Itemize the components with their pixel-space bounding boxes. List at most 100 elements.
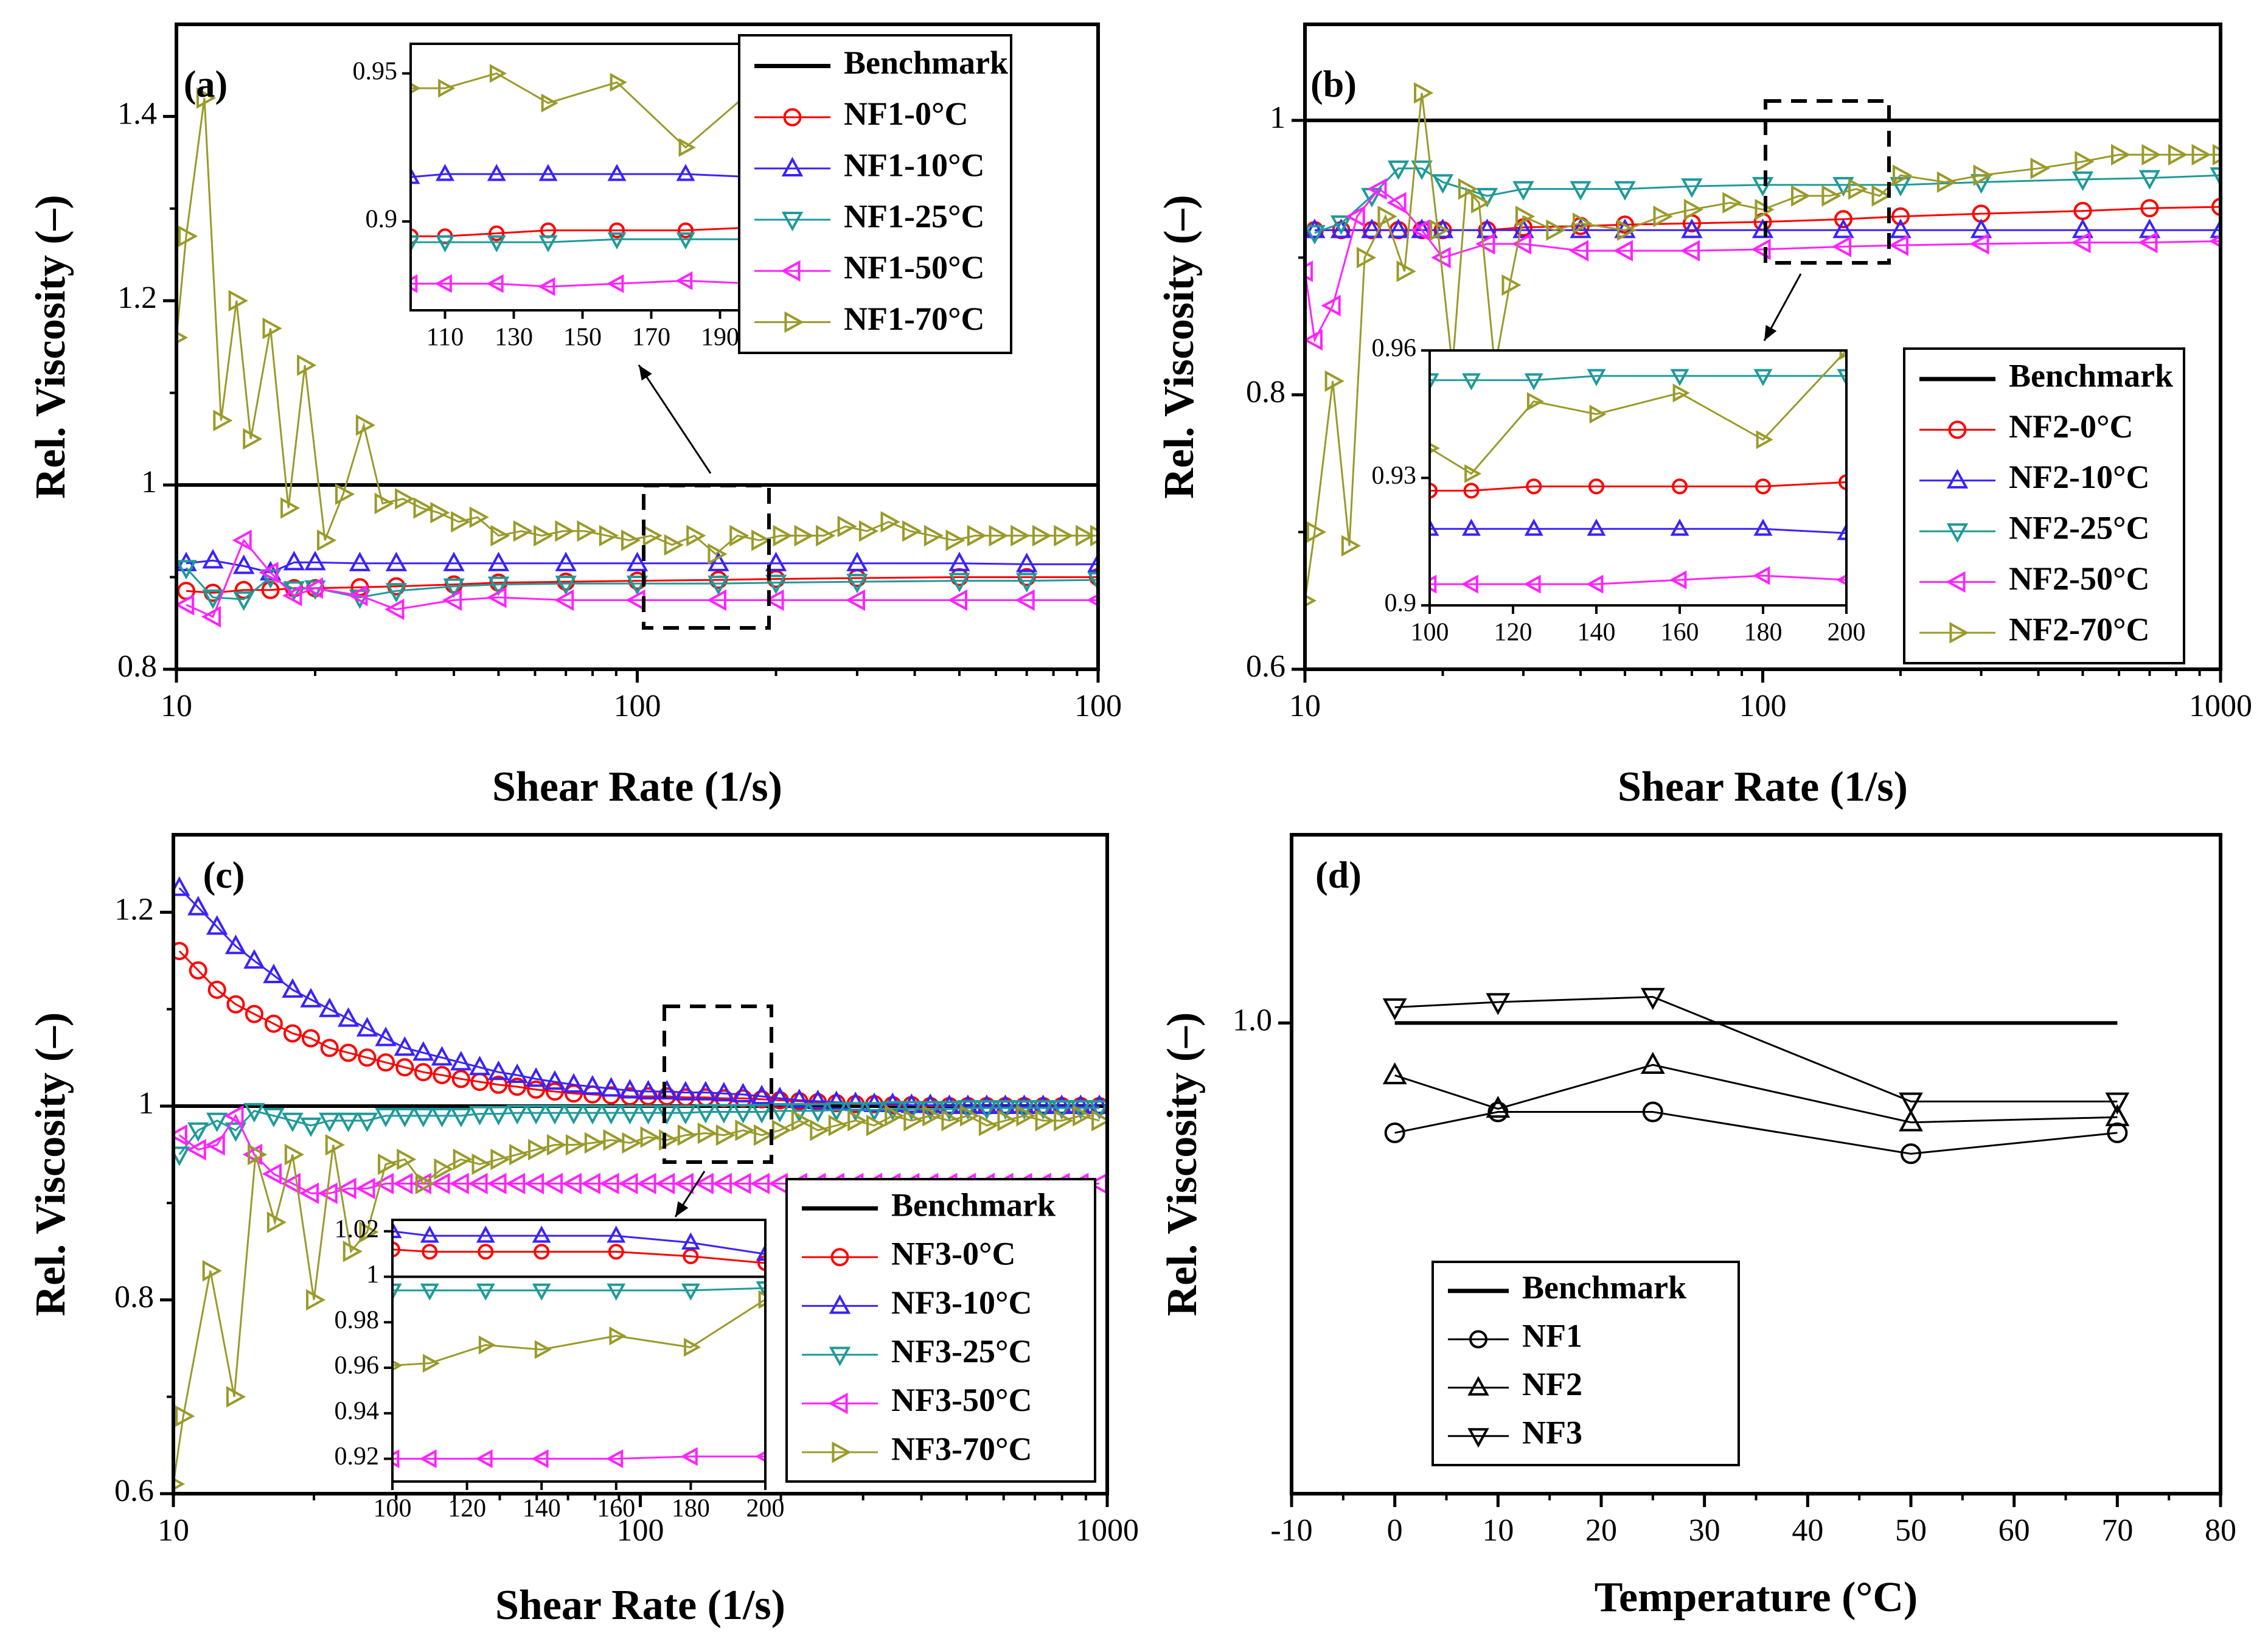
data-point (262, 1163, 282, 1185)
data-point (1382, 998, 1407, 1021)
data-point (618, 1172, 638, 1195)
data-point (1753, 566, 1770, 585)
zoom-region-box (1764, 99, 1891, 265)
inset-x-tick-label: 200 (1828, 619, 1866, 647)
data-point (201, 606, 221, 628)
legend-entry-label: NF1 (1522, 1318, 1582, 1354)
x-tick-label: 100 (1074, 689, 1122, 723)
data-point (2105, 1092, 2130, 1115)
data-point (1016, 1105, 1036, 1127)
y-tick-label: 1 (138, 1086, 154, 1121)
series-markers-50°C (392, 1447, 765, 1469)
legend-entry-label: NF2 (1522, 1366, 1582, 1402)
data-point (1054, 1110, 1074, 1132)
data-point (412, 1041, 434, 1061)
data-point (1892, 164, 1913, 186)
data-point (489, 1075, 508, 1094)
x-axis-title: Shear Rate (1/s) (495, 1582, 785, 1629)
x-tick-label: 100 (617, 1513, 664, 1548)
series-line-NF3-25°C (178, 1107, 1100, 1155)
data-point (284, 1143, 305, 1166)
data-point (2210, 218, 2221, 239)
data-point (392, 1283, 402, 1301)
y-axis-title: Rel. Viscosity (–) (27, 1012, 74, 1317)
panel-label: (c) (203, 855, 245, 896)
data-point (358, 1048, 377, 1067)
data-point (764, 589, 784, 611)
legend-swatch-marker (781, 212, 804, 232)
y-tick-label: 0.8 (117, 649, 157, 684)
legend-entry-label: NF1-10°C (844, 147, 985, 183)
y-tick-label: 1 (141, 465, 157, 500)
data-point (319, 1112, 341, 1132)
data-point (339, 1043, 358, 1062)
data-point (261, 580, 280, 599)
data-point (263, 963, 285, 983)
data-point (175, 1405, 195, 1427)
legend-entry-label: Benchmark (1522, 1269, 1686, 1306)
data-point (538, 164, 558, 181)
data-point (282, 1112, 304, 1132)
data-point (173, 1124, 187, 1146)
data-point (1013, 1094, 1035, 1114)
inset-x-tick-label: 140 (523, 1495, 561, 1523)
data-point (1501, 274, 1522, 296)
data-point (636, 1172, 656, 1195)
data-point (234, 580, 253, 599)
inset-x-tick-label: 160 (1661, 619, 1699, 647)
data-point (531, 1449, 549, 1469)
legend-entry-label: NF2-25°C (2009, 510, 2150, 546)
data-point (1305, 225, 1326, 245)
data-point (1888, 234, 1909, 256)
data-point (450, 1051, 472, 1071)
data-point (304, 551, 326, 571)
data-point (683, 1248, 699, 1264)
data-point (1088, 1100, 1107, 1120)
legend-entry-label: Benchmark (891, 1186, 1056, 1223)
data-point (509, 1143, 529, 1166)
x-tick-label: 100 (1739, 689, 1787, 723)
legend-swatch-marker (781, 260, 801, 282)
data-point (607, 232, 627, 250)
inset-y-tick-label: 0.98 (335, 1306, 380, 1334)
data-point (1091, 1110, 1107, 1132)
inset-y-tick-label: 0.96 (1372, 335, 1417, 363)
data-point (659, 1129, 679, 1151)
data-point (538, 277, 555, 296)
data-point (430, 1172, 450, 1195)
data-point (178, 225, 198, 247)
legend-entry-label: NF1-50°C (844, 249, 985, 286)
panel-label: (b) (1310, 64, 1357, 105)
data-point (1387, 160, 1410, 180)
data-point (384, 598, 405, 621)
data-point (600, 1105, 622, 1125)
inset-x-tick-label: 100 (374, 1495, 412, 1523)
data-point (1512, 218, 1534, 239)
data-point (684, 1337, 701, 1357)
inset-background (392, 1220, 765, 1482)
series-markers-NF3-25°C (173, 1100, 1107, 1166)
data-point (1367, 178, 1387, 200)
data-point (555, 576, 577, 596)
series-line-NF2-50°C (1305, 187, 2221, 343)
data-point (413, 497, 433, 519)
series-line-70°C (392, 1298, 765, 1367)
data-point (487, 551, 510, 571)
data-point (1589, 405, 1607, 424)
data-point (863, 1102, 885, 1122)
inset-y-tick-label: 0.9 (366, 206, 398, 234)
data-point (948, 551, 970, 571)
data-point (1487, 1101, 1509, 1123)
data-point (469, 506, 489, 528)
data-point (1382, 1062, 1407, 1085)
zoom-arrow-head (1764, 325, 1777, 341)
x-tick-label: 10 (1289, 689, 1321, 723)
data-point (300, 1117, 322, 1137)
data-point (374, 1172, 394, 1195)
data-point (1901, 1143, 1921, 1165)
data-point (751, 529, 771, 551)
data-point (554, 589, 574, 611)
data-point (957, 1094, 979, 1114)
data-point (224, 1122, 247, 1142)
data-point (1587, 369, 1606, 386)
